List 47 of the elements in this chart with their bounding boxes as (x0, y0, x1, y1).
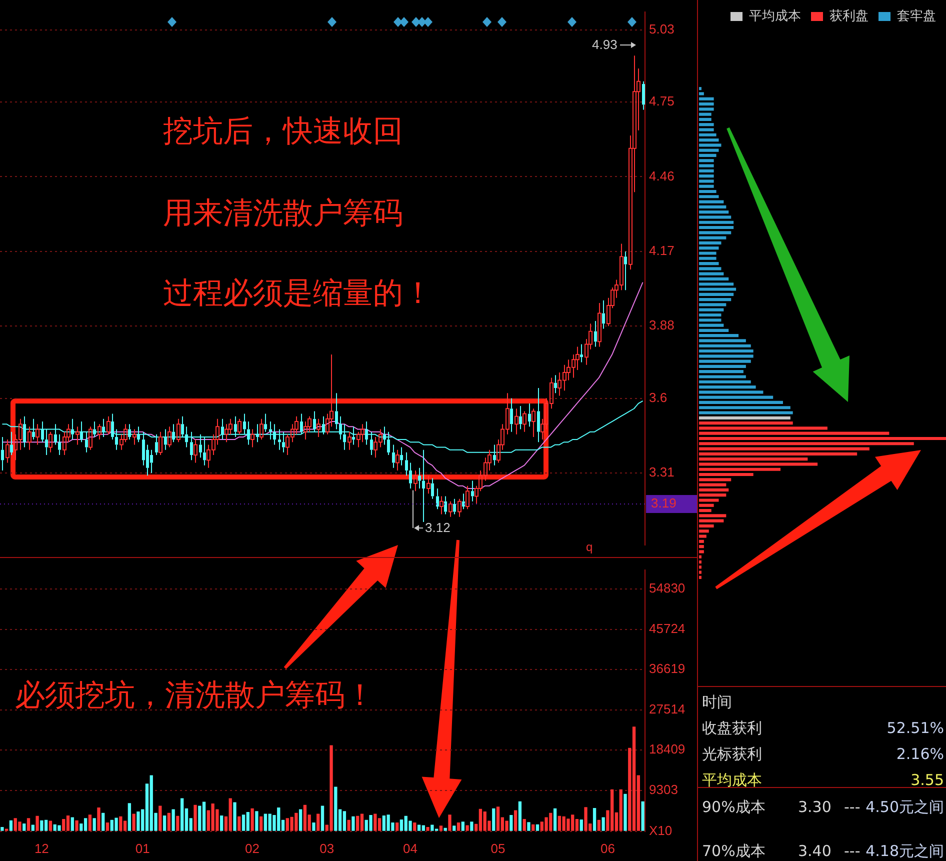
x-tick-label: 06 (600, 840, 615, 856)
text: 收盘获利 (702, 719, 762, 737)
y-tick-label: 3.6 (649, 390, 668, 405)
y-tick-label: 5.03 (649, 21, 674, 36)
legend-label: 平均成本 (749, 8, 801, 24)
annotation: 4.93 (592, 37, 618, 52)
text: 3.40 (798, 842, 832, 860)
annotation: 过程必须是缩量的！ (163, 276, 433, 311)
text: 3.55 (910, 771, 944, 789)
text: 光标获利 (702, 745, 762, 763)
text: 4.18元之间 (866, 842, 944, 860)
text: 52.51% (886, 719, 944, 737)
ref-line-label: 3.19 (651, 496, 676, 511)
text: 4.50元之间 (866, 798, 944, 816)
annotation: 挖坑后，快速收回 (163, 114, 403, 149)
x-tick-label: 05 (490, 840, 506, 856)
x-tick-label: 12 (34, 840, 49, 856)
annotation: 3.12 (425, 520, 450, 535)
annotation: q (586, 540, 593, 554)
legend-label: 套牢盘 (897, 8, 936, 24)
text: 3.30 (798, 798, 832, 816)
y-tick-label: 3.31 (649, 464, 674, 480)
text: --- (844, 842, 860, 860)
text: 时间 (702, 693, 732, 711)
y-tick-label: 54830 (649, 580, 686, 596)
text: 2.16% (896, 745, 944, 763)
y-tick-label: 4.46 (649, 168, 674, 184)
y-tick-label: 3.88 (649, 318, 674, 333)
text: 平均成本 (702, 771, 762, 789)
y-tick-label: 4.75 (649, 94, 674, 109)
annotation: 用来清洗散户筹码 (163, 196, 403, 231)
text: --- (844, 798, 860, 816)
y-tick-label: 27514 (649, 701, 686, 716)
y-tick-label: X10 (649, 822, 672, 838)
y-tick-label: 36619 (649, 661, 686, 676)
text: 70%成本 (702, 842, 766, 860)
x-tick-label: 02 (245, 840, 260, 856)
y-tick-label: 4.17 (649, 243, 674, 258)
y-tick-label: 45724 (649, 620, 686, 636)
text: 90%成本 (702, 798, 766, 816)
x-tick-label: 04 (403, 840, 418, 856)
y-tick-label: 9303 (649, 782, 678, 797)
x-tick-label: 03 (320, 840, 334, 856)
y-tick-label: 18409 (649, 742, 686, 757)
annotation: 必须挖坑，清洗散户筹码！ (15, 678, 375, 713)
legend-label: 获利盘 (830, 8, 868, 24)
x-tick-label: 01 (135, 840, 150, 856)
